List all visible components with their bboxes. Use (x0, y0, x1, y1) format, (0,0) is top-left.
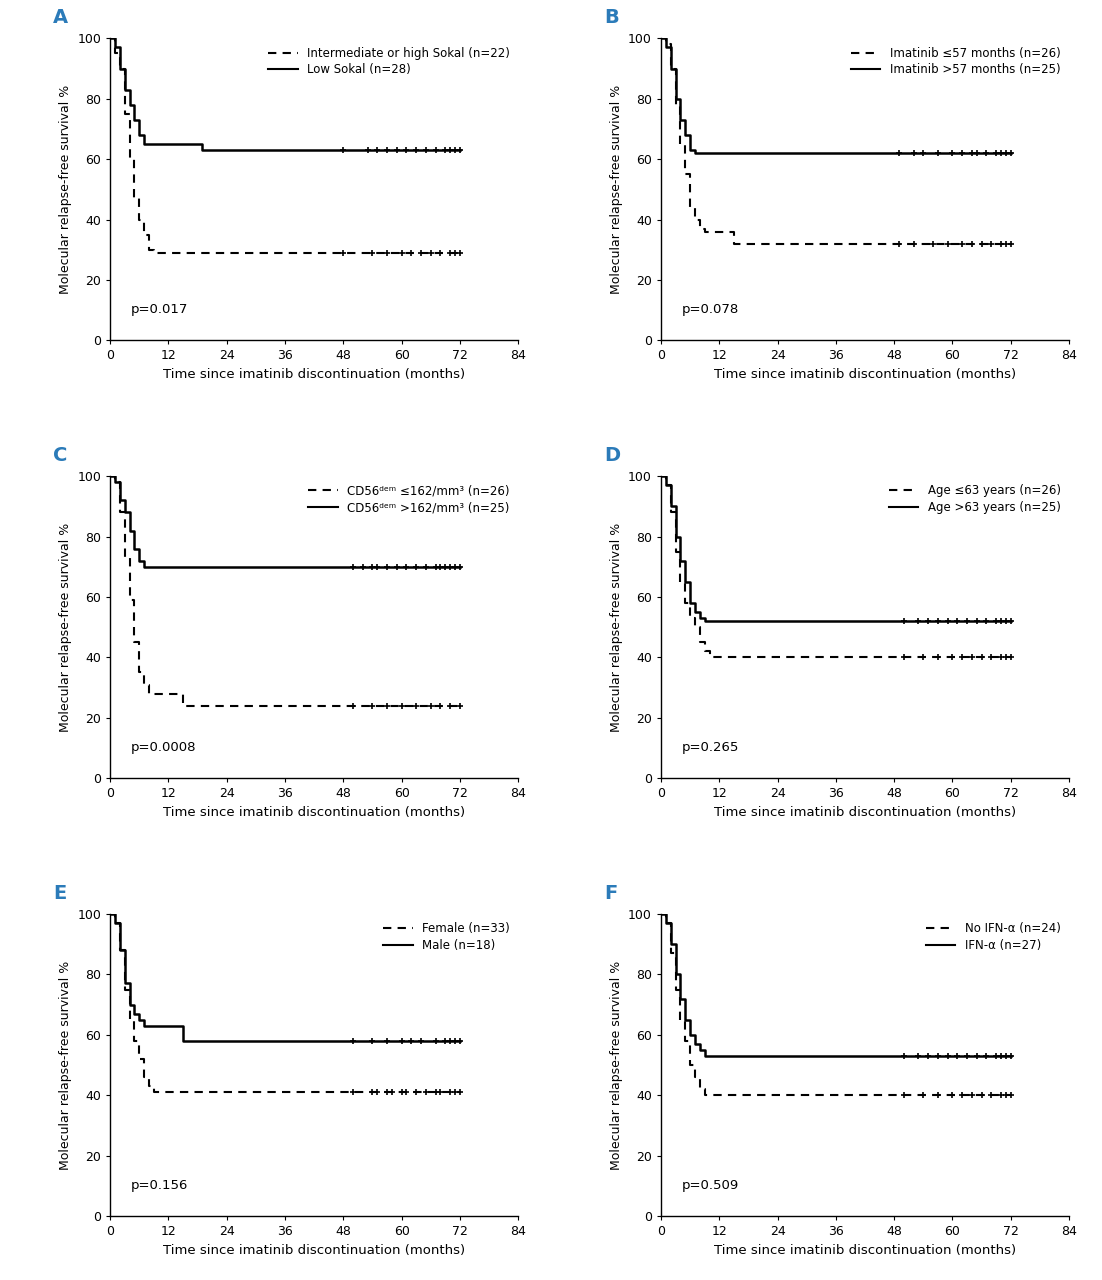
X-axis label: Time since imatinib discontinuation (months): Time since imatinib discontinuation (mon… (163, 1244, 465, 1257)
Legend: Imatinib ≤57 months (n=26), Imatinib >57 months (n=25): Imatinib ≤57 months (n=26), Imatinib >57… (846, 42, 1066, 81)
X-axis label: Time since imatinib discontinuation (months): Time since imatinib discontinuation (mon… (714, 1244, 1016, 1257)
Text: C: C (53, 445, 67, 465)
Text: E: E (53, 884, 66, 902)
Text: B: B (604, 8, 618, 27)
Text: p=0.265: p=0.265 (681, 741, 738, 754)
Text: p=0.156: p=0.156 (131, 1179, 188, 1192)
X-axis label: Time since imatinib discontinuation (months): Time since imatinib discontinuation (mon… (163, 805, 465, 819)
Text: F: F (604, 884, 617, 902)
Y-axis label: Molecular relapse-free survival %: Molecular relapse-free survival % (58, 84, 72, 294)
Y-axis label: Molecular relapse-free survival %: Molecular relapse-free survival % (609, 84, 623, 294)
Text: p=0.0008: p=0.0008 (131, 741, 196, 754)
Legend: Female (n=33), Male (n=18): Female (n=33), Male (n=18) (378, 918, 515, 956)
X-axis label: Time since imatinib discontinuation (months): Time since imatinib discontinuation (mon… (714, 805, 1016, 819)
Legend: Age ≤63 years (n=26), Age >63 years (n=25): Age ≤63 years (n=26), Age >63 years (n=2… (884, 480, 1066, 518)
X-axis label: Time since imatinib discontinuation (months): Time since imatinib discontinuation (mon… (714, 367, 1016, 381)
Text: p=0.078: p=0.078 (681, 303, 738, 316)
Text: p=0.017: p=0.017 (131, 303, 188, 316)
Legend: Intermediate or high Sokal (n=22), Low Sokal (n=28): Intermediate or high Sokal (n=22), Low S… (263, 42, 515, 81)
Y-axis label: Molecular relapse-free survival %: Molecular relapse-free survival % (58, 960, 72, 1170)
Text: D: D (604, 445, 620, 465)
Legend: CD56ᵈᵉᵐ ≤162/mm³ (n=26), CD56ᵈᵉᵐ >162/mm³ (n=25): CD56ᵈᵉᵐ ≤162/mm³ (n=26), CD56ᵈᵉᵐ >162/mm… (304, 480, 515, 518)
Text: A: A (53, 8, 68, 27)
Y-axis label: Molecular relapse-free survival %: Molecular relapse-free survival % (58, 522, 72, 732)
Y-axis label: Molecular relapse-free survival %: Molecular relapse-free survival % (609, 960, 623, 1170)
Text: p=0.509: p=0.509 (681, 1179, 738, 1192)
Y-axis label: Molecular relapse-free survival %: Molecular relapse-free survival % (609, 522, 623, 732)
X-axis label: Time since imatinib discontinuation (months): Time since imatinib discontinuation (mon… (163, 367, 465, 381)
Legend: No IFN-α (n=24), IFN-α (n=27): No IFN-α (n=24), IFN-α (n=27) (921, 918, 1066, 956)
